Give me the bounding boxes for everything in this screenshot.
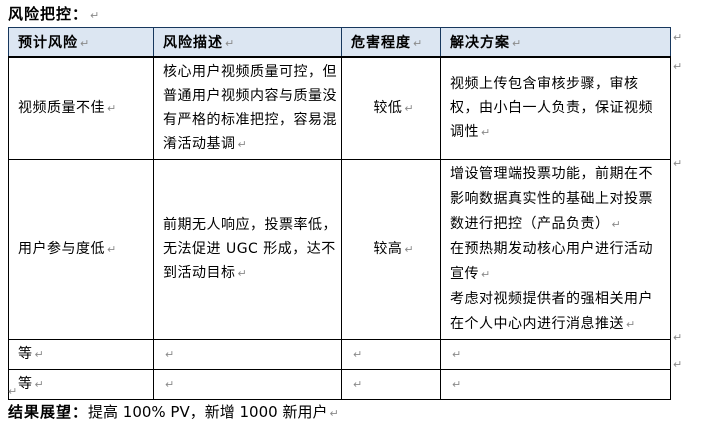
table-row: 等 ↵ ↵ ↵ ↵	[8, 339, 671, 370]
paragraph-mark-icon: ↵	[107, 102, 117, 115]
cell-text: 较高	[373, 241, 403, 257]
paragraph-mark-icon: ↵	[34, 378, 44, 391]
description-cell[interactable]: ↵	[153, 339, 342, 370]
risk-cell[interactable]: 等 ↵	[8, 339, 154, 370]
end-of-row-mark-icon: ↵	[673, 358, 683, 371]
paragraph-mark-icon: ↵	[413, 37, 423, 50]
cell-text: 前期无人响应，投票率低，无法促进 UGC 形成，达不到活动目标	[163, 217, 337, 281]
paragraph-mark-icon: ↵	[107, 243, 117, 256]
paragraph-mark-icon: ↵	[165, 378, 175, 391]
paragraph-mark-icon: ↵	[353, 378, 363, 391]
header-label: 风险描述	[163, 35, 223, 51]
paragraph-mark-icon: ↵	[481, 126, 491, 139]
paragraph-mark-icon: ↵	[452, 348, 462, 361]
cell-text: 视频质量不佳	[18, 100, 105, 116]
risk-cell[interactable]: 视频质量不佳 ↵	[8, 56, 154, 160]
risk-cell[interactable]: 等 ↵	[8, 369, 154, 400]
description-cell[interactable]: 核心用户视频质量可控，但普通用户视频内容与质量没有严格的标准把控，容易混淆活动基…	[153, 56, 342, 160]
solution-cell[interactable]: 增设管理端投票功能，前期在不影响数据真实性的基础上对投票数进行把控（产品负责） ↵…	[440, 159, 671, 340]
severity-cell[interactable]: 较高 ↵	[341, 159, 441, 340]
solution-cell[interactable]: 视频上传包含审核步骤，审核权，由小白一人负责，保证视频调性 ↵	[440, 56, 671, 160]
solution-paragraph: 增设管理端投票功能，前期在不影响数据真实性的基础上对投票数进行把控（产品负责） ↵	[450, 162, 666, 237]
paragraph-mark-icon: ↵	[404, 243, 414, 256]
paragraph-mark-icon: ↵	[8, 385, 18, 398]
paragraph-mark-icon: ↵	[611, 218, 621, 231]
paragraph-mark-icon: ↵	[165, 348, 175, 361]
paragraph-mark-icon: ↵	[237, 267, 247, 280]
description-cell[interactable]: ↵	[153, 369, 342, 400]
header-expected-risk[interactable]: 预计风险 ↵	[8, 27, 154, 58]
cell-text: 在预热期发动核心用户进行活动宣传	[450, 241, 653, 282]
cell-text: 核心用户视频质量可控，但普通用户视频内容与质量没有严格的标准把控，容易混淆活动基…	[163, 64, 337, 152]
severity-cell[interactable]: ↵	[341, 369, 441, 400]
header-label: 预计风险	[18, 35, 78, 51]
solution-cell[interactable]: ↵	[440, 369, 671, 400]
result-outlook-label: 结果展望：	[8, 403, 89, 421]
paragraph-mark-icon: ↵	[329, 407, 339, 420]
cell-text: 较低	[373, 100, 403, 116]
solution-paragraph: 视频上传包含审核步骤，审核权，由小白一人负责，保证视频调性 ↵	[450, 72, 666, 145]
end-of-row-mark-icon: ↵	[673, 331, 683, 344]
cell-text: 考虑对视频提供者的强相关用户在个人中心内进行消息推送	[450, 291, 653, 332]
table-row: 等 ↵ ↵ ↵ ↵	[8, 369, 671, 400]
solution-paragraph: 考虑对视频提供者的强相关用户在个人中心内进行消息推送 ↵	[450, 287, 666, 337]
table-row: 用户参与度低 ↵ 前期无人响应，投票率低，无法促进 UGC 形成，达不到活动目标 ↵…	[8, 159, 671, 340]
header-label: 解决方案	[450, 35, 510, 51]
header-risk-description[interactable]: 风险描述 ↵	[153, 27, 342, 58]
solution-cell[interactable]: ↵	[440, 339, 671, 370]
header-solution[interactable]: 解决方案 ↵	[440, 27, 671, 58]
header-harm-level[interactable]: 危害程度 ↵	[341, 27, 441, 58]
section-title: 风险把控： ↵	[8, 3, 99, 24]
description-cell[interactable]: 前期无人响应，投票率低，无法促进 UGC 形成，达不到活动目标 ↵	[153, 159, 342, 340]
risk-cell[interactable]: 用户参与度低 ↵	[8, 159, 154, 340]
cell-text: 等	[18, 346, 33, 362]
risk-table: 预计风险 ↵ 风险描述 ↵ 危害程度 ↵ 解决方案 ↵ 视频质量不佳 ↵ 核心用户视频质量…	[8, 27, 671, 400]
cell-text: 用户参与度低	[18, 241, 105, 257]
paragraph-mark-icon: ↵	[512, 37, 522, 50]
table-row: 视频质量不佳 ↵ 核心用户视频质量可控，但普通用户视频内容与质量没有严格的标准把控…	[8, 56, 671, 160]
end-of-row-mark-icon: ↵	[673, 60, 683, 73]
section-title-text: 风险把控：	[8, 5, 89, 23]
paragraph-mark-icon: ↵	[481, 268, 491, 281]
result-outlook-text: 提高 100% PV，新增 1000 新用户	[88, 403, 328, 421]
end-of-row-mark-icon: ↵	[673, 31, 683, 44]
solution-paragraph: 在预热期发动核心用户进行活动宣传 ↵	[450, 237, 666, 287]
paragraph-mark-icon: ↵	[404, 102, 414, 115]
end-of-row-mark-icon: ↵	[673, 157, 683, 170]
table-header-row: 预计风险 ↵ 风险描述 ↵ 危害程度 ↵ 解决方案 ↵	[8, 27, 671, 58]
severity-cell[interactable]: ↵	[341, 339, 441, 370]
cell-text: 增设管理端投票功能，前期在不影响数据真实性的基础上对投票数进行把控（产品负责）	[450, 166, 653, 232]
paragraph-mark-icon: ↵	[353, 348, 363, 361]
paragraph-mark-icon: ↵	[90, 9, 100, 22]
paragraph-mark-icon: ↵	[80, 37, 90, 50]
paragraph-mark-icon: ↵	[225, 37, 235, 50]
paragraph-mark-icon: ↵	[34, 348, 44, 361]
paragraph-mark-icon: ↵	[626, 318, 636, 331]
cell-text: 等	[18, 376, 33, 392]
severity-cell[interactable]: 较低 ↵	[341, 56, 441, 160]
paragraph-mark-icon: ↵	[237, 138, 247, 151]
result-outlook-line[interactable]: 结果展望：提高 100% PV，新增 1000 新用户 ↵	[8, 401, 339, 422]
header-label: 危害程度	[351, 35, 411, 51]
paragraph-mark-icon: ↵	[452, 378, 462, 391]
cell-text: 视频上传包含审核步骤，审核权，由小白一人负责，保证视频调性	[450, 76, 653, 140]
